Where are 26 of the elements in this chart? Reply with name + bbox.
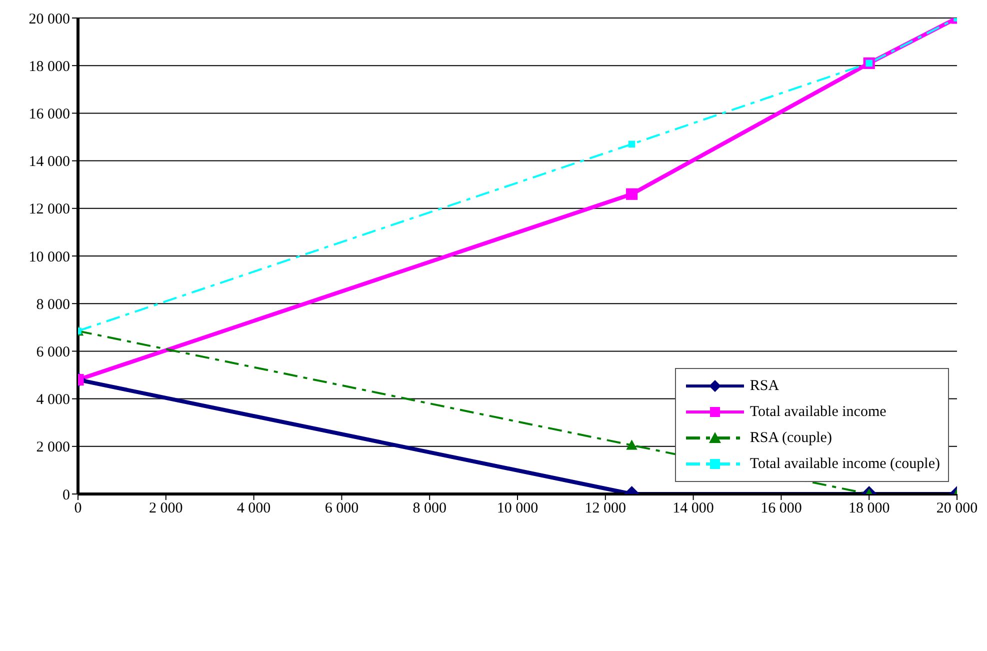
x-tick-label: 10 000 <box>496 500 538 517</box>
y-tick-label: 6 000 <box>36 344 70 361</box>
y-tick-label: 16 000 <box>28 106 70 123</box>
y-tick-label: 0 <box>62 487 70 504</box>
y-tick-label: 14 000 <box>28 154 70 170</box>
x-tick-label: 16 000 <box>760 500 802 517</box>
legend-label: RSA (couple) <box>750 430 832 446</box>
legend-label: Total available income <box>750 404 886 420</box>
legend-label: RSA <box>750 378 780 394</box>
x-tick-label: 18 000 <box>848 500 890 517</box>
y-tick-label: 4 000 <box>36 392 70 408</box>
x-tick-label: 6 000 <box>324 500 359 517</box>
y-tick-label: 20 000 <box>28 11 70 28</box>
x-tick-label: 12 000 <box>584 500 626 517</box>
x-tick-label: 8 000 <box>412 500 446 517</box>
x-tick-label: 4 000 <box>236 500 271 517</box>
y-tick-label: 18 000 <box>28 58 70 75</box>
legend-label: Total available income (couple) <box>750 456 940 472</box>
y-tick-label: 10 000 <box>28 249 70 266</box>
x-tick-label: 0 <box>74 500 82 517</box>
y-tick-label: 12 000 <box>28 202 70 218</box>
x-tick-label: 2 000 <box>149 500 183 517</box>
x-tick-label: 14 000 <box>672 500 714 517</box>
y-tick-label: 8 000 <box>36 296 70 313</box>
x-tick-label: 20 000 <box>936 500 978 517</box>
y-tick-label: 2 000 <box>36 440 70 456</box>
